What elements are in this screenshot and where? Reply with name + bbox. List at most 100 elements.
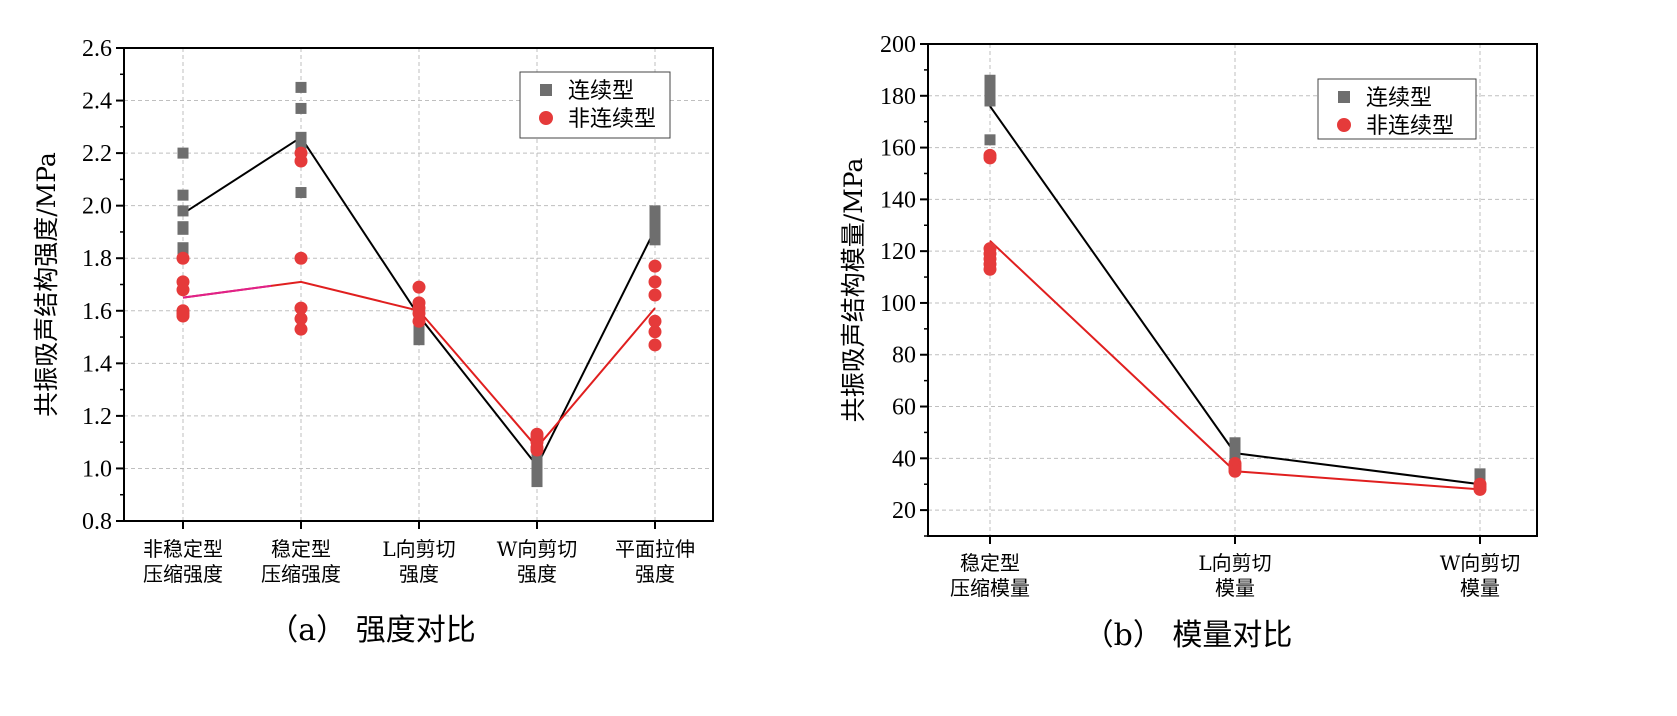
- data-point-discontinuous: [176, 283, 190, 297]
- y-tick-label: 1.2: [82, 404, 112, 430]
- data-point-continuous: [984, 95, 996, 107]
- legend-label: 连续型: [568, 79, 634, 104]
- data-point-continuous: [531, 465, 543, 477]
- chart-caption: （b） 模量对比: [1084, 618, 1293, 653]
- data-point-continuous: [531, 476, 543, 488]
- legend-label: 非连续型: [568, 107, 656, 132]
- data-point-discontinuous: [648, 259, 662, 273]
- data-point-discontinuous: [1473, 482, 1487, 496]
- series-line-segment-highlight: [182, 284, 272, 299]
- y-tick-label: 2.6: [82, 36, 112, 62]
- data-point-discontinuous: [648, 338, 662, 352]
- category-label: W向剪切: [497, 537, 578, 561]
- markers: [176, 81, 662, 488]
- y-tick-label: 2.2: [82, 141, 112, 167]
- y-tick-label: 2.0: [82, 194, 112, 220]
- legend-label: 非连续型: [1366, 114, 1454, 139]
- data-point-discontinuous: [983, 262, 997, 276]
- data-point-discontinuous: [294, 154, 308, 168]
- data-point-continuous: [177, 223, 189, 235]
- y-tick-label: 2.4: [82, 89, 112, 115]
- data-point-continuous: [177, 205, 189, 217]
- chart-caption: （a） 强度对比: [268, 613, 475, 648]
- y-tick-label: 120: [880, 239, 916, 265]
- y-axis-title: 共振吸声结构强度/MPa: [32, 152, 61, 417]
- y-tick-label: 200: [880, 32, 916, 58]
- y-tick-label: 0.8: [82, 509, 112, 535]
- data-point-discontinuous: [294, 322, 308, 336]
- data-point-continuous: [177, 244, 189, 256]
- data-point-discontinuous: [983, 151, 997, 165]
- y-tick-label: 1.0: [82, 456, 112, 482]
- data-point-continuous: [984, 134, 996, 146]
- category-label: 稳定型: [960, 551, 1020, 575]
- data-point-discontinuous: [648, 314, 662, 328]
- legend-marker-continuous: [540, 84, 552, 96]
- category-label: 稳定型: [271, 537, 331, 561]
- chart-strength-comparison: 0.81.01.21.41.61.82.02.22.42.6非稳定型压缩强度稳定…: [32, 36, 714, 648]
- series-line-continuous: [989, 105, 1481, 486]
- data-point-discontinuous: [176, 251, 190, 265]
- y-axis-title: 共振吸声结构模量/MPa: [839, 158, 868, 423]
- y-tick-label: 40: [892, 446, 916, 472]
- plot-frame: [927, 43, 1538, 537]
- data-point-continuous: [413, 334, 425, 346]
- data-point-discontinuous: [176, 309, 190, 323]
- markers: [983, 74, 1487, 496]
- chart-modulus-comparison: 20406080100120140160180200稳定型压缩模量L向剪切模量W…: [839, 32, 1538, 653]
- y-tick-label: 80: [892, 343, 916, 369]
- data-point-continuous: [295, 187, 307, 199]
- category-label: 模量: [1215, 576, 1255, 600]
- category-label: 模量: [1460, 576, 1500, 600]
- data-point-discontinuous: [1228, 464, 1242, 478]
- legend-marker-continuous: [1338, 91, 1350, 103]
- legend-label: 连续型: [1366, 86, 1432, 111]
- data-point-continuous: [295, 102, 307, 114]
- legend-box: [519, 71, 671, 139]
- category-label: 压缩强度: [261, 562, 341, 586]
- data-point-continuous: [177, 189, 189, 201]
- data-point-continuous: [649, 234, 661, 246]
- legend-marker-discontinuous: [1337, 118, 1351, 132]
- category-label: 非稳定型: [143, 537, 223, 561]
- y-tick-label: 1.8: [82, 246, 112, 272]
- y-tick-label: 100: [880, 291, 916, 317]
- data-point-continuous: [177, 147, 189, 159]
- y-tick-label: 140: [880, 187, 916, 213]
- legend-marker-discontinuous: [539, 111, 553, 125]
- category-label: L向剪切: [1198, 551, 1271, 575]
- category-label: W向剪切: [1440, 551, 1521, 575]
- category-label: 压缩模量: [950, 576, 1030, 600]
- data-point-discontinuous: [648, 325, 662, 339]
- data-point-discontinuous: [412, 314, 426, 328]
- grid: [928, 44, 1537, 536]
- category-label: L向剪切: [382, 537, 455, 561]
- data-point-discontinuous: [294, 312, 308, 326]
- data-point-discontinuous: [530, 443, 544, 457]
- y-tick-label: 180: [880, 84, 916, 110]
- category-label: 强度: [517, 562, 557, 586]
- y-tick-label: 1.6: [82, 299, 112, 325]
- data-point-discontinuous: [648, 288, 662, 302]
- y-tick-label: 1.4: [82, 351, 112, 377]
- y-tick-label: 20: [892, 498, 916, 524]
- data-point-continuous: [295, 81, 307, 93]
- data-point-discontinuous: [648, 275, 662, 289]
- category-label: 压缩强度: [143, 562, 223, 586]
- category-label: 平面拉伸: [615, 537, 695, 561]
- data-point-discontinuous: [412, 280, 426, 294]
- data-point-continuous: [649, 218, 661, 230]
- y-tick-label: 160: [880, 136, 916, 162]
- category-label: 强度: [399, 562, 439, 586]
- y-tick-label: 60: [892, 395, 916, 421]
- data-point-continuous: [413, 323, 425, 335]
- data-point-discontinuous: [294, 301, 308, 315]
- data-point-discontinuous: [294, 251, 308, 265]
- y-axis: 0.8 1.0 1.2 1.4 1.6 1.8 2.0 2.2 2.4 2.6: [82, 36, 124, 535]
- y-axis: 20 40 60 80 100 120 140 160 180 200: [880, 32, 928, 537]
